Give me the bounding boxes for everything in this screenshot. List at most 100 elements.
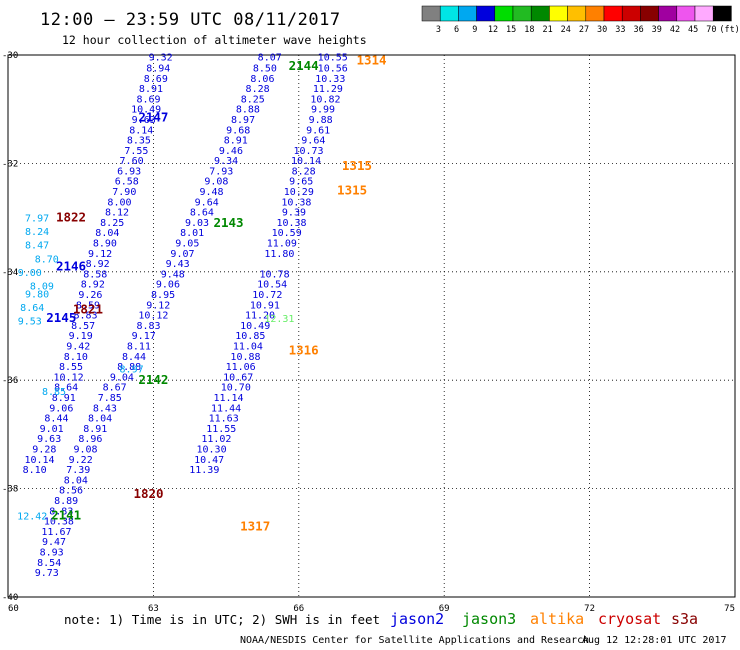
wave-height-value: 9.04 (110, 372, 134, 383)
legend-entry-altika: altika (530, 610, 584, 628)
wave-height-value: 6.58 (115, 177, 139, 188)
wave-height-value: 8.25 (100, 218, 124, 229)
wave-height-value: 8.64 (54, 383, 78, 394)
color-swatch (585, 5, 605, 22)
wave-height-value: 9.07 (170, 249, 194, 260)
wave-height-value: 8.88 (117, 362, 141, 373)
wave-height-value: 8.96 (78, 434, 102, 445)
wave-height-value: 8.67 (103, 383, 127, 394)
y-tick-label: -38 (2, 485, 18, 495)
wave-height-value: 8.64 (190, 208, 214, 219)
wave-height-value: 11.06 (226, 362, 256, 373)
y-tick-label: -32 (2, 159, 18, 169)
wave-height-value: 8.04 (88, 414, 112, 425)
color-scale-label: 39 (652, 25, 662, 35)
wave-height-value: 9.63 (37, 434, 61, 445)
x-tick-label: 66 (293, 604, 304, 614)
pass-number-label: 1820 (133, 486, 163, 501)
wave-height-value: 8.97 (231, 115, 255, 126)
color-scale-label: 70 (706, 25, 716, 35)
color-scale-label: 30 (597, 25, 607, 35)
wave-height-value: 12.31 (264, 314, 294, 325)
wave-height-value: 9.19 (69, 331, 93, 342)
wave-height-value: 11.09 (267, 239, 297, 250)
wave-height-value: 9.12 (146, 300, 170, 311)
pass-number-label: 1317 (240, 519, 270, 534)
wave-height-value: 9.28 (32, 444, 56, 455)
wave-height-value: 10.56 (318, 63, 348, 74)
pass-number-label: 1822 (56, 210, 86, 225)
wave-height-value: 8.54 (37, 558, 61, 569)
wave-height-value: 10.55 (318, 53, 348, 64)
wave-height-value: 8.28 (292, 166, 316, 177)
pass-number-label: 1821 (73, 302, 103, 317)
wave-height-value: 10.54 (257, 280, 287, 291)
wave-height-value: 9.43 (166, 259, 190, 270)
color-swatch (640, 5, 659, 22)
wave-height-value: 9.08 (73, 444, 97, 455)
wave-height-value: 10.14 (291, 156, 321, 167)
legend-entry-s3a: s3a (671, 610, 698, 628)
wave-height-value: 9.64 (195, 197, 219, 208)
wave-height-value: 9.32 (149, 53, 173, 64)
wave-height-value: 10.67 (223, 372, 253, 383)
legend-entry-jason2: jason2 (390, 610, 444, 628)
color-scale-label: 6 (454, 25, 459, 35)
wave-height-value: 8.28 (246, 84, 270, 95)
wave-height-value: 8.91 (224, 136, 248, 147)
wave-height-value: 10.88 (230, 352, 260, 363)
wave-height-value: 10.70 (221, 383, 251, 394)
wave-height-value: 11.67 (41, 527, 71, 538)
color-swatch (676, 5, 696, 22)
wave-height-value: 11.80 (264, 249, 294, 260)
wave-height-points: 9.328.948.698.918.6910.499.638.148.357.5… (17, 53, 348, 579)
legend-entry-cryosat: cryosat (598, 610, 661, 628)
pass-number-label: 1315 (337, 183, 367, 198)
wave-height-value: 8.12 (105, 208, 129, 219)
wave-height-value: 8.92 (86, 259, 110, 270)
wave-height-value: 11.29 (313, 84, 343, 95)
grid-lines (8, 55, 735, 597)
color-swatch (530, 5, 550, 22)
plot-area: 60 63 66 69 72 75-30-32-34-36-38-40 9.328.948… (2, 51, 736, 614)
wave-height-value: 8.94 (146, 63, 170, 74)
x-tick-label: 75 (724, 604, 735, 614)
wave-height-value: 8.59 (76, 300, 100, 311)
color-scale-label: 18 (524, 25, 534, 35)
x-tick-label: 72 (584, 604, 595, 614)
wave-height-value: 7.39 (66, 465, 90, 476)
wave-height-value: 8.83 (73, 311, 97, 322)
wave-height-value: 9.65 (289, 177, 313, 188)
chart-title: 12:00 – 23:59 UTC 08/11/2017 (40, 10, 341, 30)
wave-height-value: 8.35 (127, 136, 151, 147)
color-scale-label: 33 (615, 25, 625, 35)
wave-height-value: 7.93 (209, 166, 233, 177)
wave-height-value: 8.00 (107, 197, 131, 208)
color-swatch (712, 5, 732, 22)
color-scale-label: 42 (670, 25, 680, 35)
wave-height-value: 8.90 (93, 239, 117, 250)
pass-number-label: 2144 (289, 58, 319, 73)
wave-height-value: 9.39 (282, 208, 306, 219)
wave-height-value: 8.10 (23, 465, 47, 476)
x-tick-label: 60 (8, 604, 19, 614)
pass-number-label: 2145 (46, 310, 76, 325)
color-scale-bar: 3 6 9 12 15 18 21 24 27 30 33 36 39 42 45 70 (ft) (421, 5, 740, 35)
pass-number-label: 2141 (51, 508, 81, 523)
credit-timestamp: Aug 12 12:28:01 UTC 2017 (582, 635, 727, 646)
wave-height-value: 8.91 (139, 84, 163, 95)
color-scale-label: 21 (542, 25, 552, 35)
legend-entry-jason3: jason3 (462, 610, 516, 628)
wave-height-value: 9.26 (78, 290, 102, 301)
color-swatch (567, 5, 587, 22)
wave-height-value: 8.43 (93, 403, 117, 414)
wave-height-value: 8.93 (40, 547, 64, 558)
wave-height-value: 9.22 (69, 455, 93, 466)
color-scale-label: 15 (506, 25, 516, 35)
wave-height-value: 11.02 (201, 434, 231, 445)
satellite-legend: jason2 jason3 altika cryosat s3a (390, 610, 698, 628)
wave-height-value: 10.12 (138, 311, 168, 322)
wave-height-value: 8.92 (81, 280, 105, 291)
pass-labels: 2147 2146 2145 2144 2143 2142 2141 1314 1315 1315… (46, 52, 386, 533)
y-tick-label: -36 (2, 376, 18, 386)
